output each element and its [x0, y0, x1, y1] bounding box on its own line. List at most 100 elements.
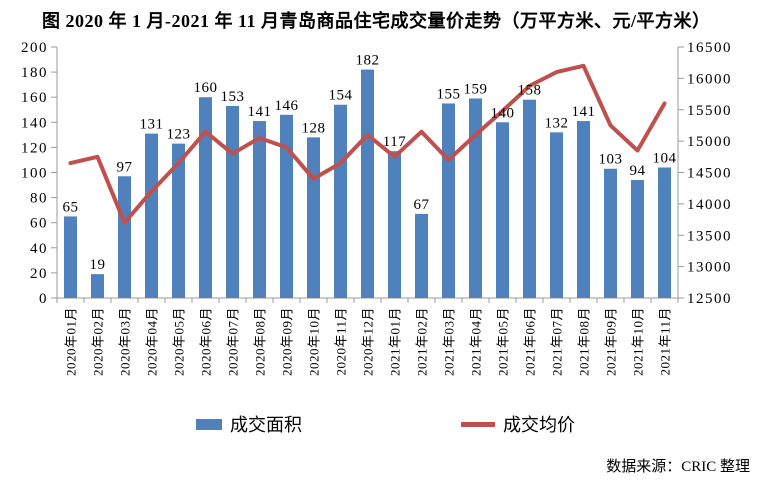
x-axis-category-label: 2020年11月 — [334, 307, 349, 376]
volume-bar — [631, 180, 644, 298]
chart-title: 图 2020 年 1 月-2021 年 11 月青岛商品住宅成交量价走势（万平方… — [42, 11, 711, 31]
left-axis-tick-label: 20 — [30, 266, 48, 282]
x-axis-category-label: 2021年11月 — [658, 307, 673, 376]
bar-value-label: 153 — [221, 89, 245, 105]
x-axis-category-label: 2021年08月 — [577, 307, 592, 376]
volume-bar — [307, 137, 320, 298]
x-axis-category-label: 2020年05月 — [172, 307, 187, 376]
volume-bar — [388, 151, 401, 298]
right-axis-tick-label: 12500 — [687, 291, 732, 307]
bar-value-label: 141 — [572, 104, 596, 120]
bar-value-label: 155 — [437, 86, 461, 102]
right-axis-tick-label: 16000 — [687, 71, 732, 87]
x-axis-category-label: 2020年07月 — [226, 307, 241, 376]
volume-bar — [253, 121, 266, 298]
bar-value-label: 159 — [464, 81, 488, 97]
right-axis-tick-label: 15500 — [687, 103, 732, 119]
volume-bar — [604, 168, 617, 298]
x-axis-category-label: 2021年01月 — [388, 307, 403, 376]
volume-bar — [496, 122, 509, 298]
legend-label-price: 成交均价 — [503, 415, 575, 435]
right-axis-tick-label: 15000 — [687, 134, 732, 150]
volume-bar — [226, 105, 239, 298]
bar-value-label: 103 — [599, 152, 623, 168]
x-axis-category-label: 2021年06月 — [523, 307, 538, 376]
left-axis-tick-label: 140 — [21, 115, 48, 131]
bar-value-label: 160 — [194, 80, 218, 96]
x-axis-category-label: 2020年01月 — [64, 307, 79, 376]
legend-item-volume: 成交面积 — [196, 411, 302, 437]
volume-bar — [145, 133, 158, 298]
right-axis-tick-label: 13000 — [687, 260, 732, 276]
left-axis-tick-label: 40 — [30, 241, 48, 257]
x-axis-category-label: 2020年02月 — [91, 307, 106, 376]
volume-bar — [361, 69, 374, 298]
volume-bar — [118, 176, 131, 298]
x-axis-category-label: 2020年08月 — [253, 307, 268, 376]
left-axis-tick-label: 160 — [21, 90, 48, 106]
price-line — [68, 63, 667, 225]
bar-value-label: 104 — [653, 150, 677, 166]
volume-bar — [334, 104, 347, 298]
right-axis-tick-label: 13500 — [687, 228, 732, 244]
volume-bar — [415, 213, 428, 298]
volume-bar — [658, 167, 671, 298]
volume-bar — [523, 99, 536, 299]
bar-value-label: 182 — [356, 53, 380, 69]
bar-value-label: 65 — [63, 199, 79, 215]
x-axis-category-label: 2021年10月 — [631, 307, 646, 376]
left-axis-tick-label: 200 — [21, 40, 48, 56]
x-axis-category-label: 2021年04月 — [469, 307, 484, 376]
bar-value-label: 123 — [167, 127, 191, 143]
right-axis-tick-label: 14000 — [687, 197, 732, 213]
x-axis-category-label: 2020年03月 — [118, 307, 133, 376]
legend-label-volume: 成交面积 — [230, 415, 302, 435]
x-axis-category-label: 2020年06月 — [199, 307, 214, 376]
bar-value-label: 131 — [140, 117, 164, 133]
left-axis-tick-label: 80 — [30, 191, 48, 207]
volume-bar — [172, 143, 185, 298]
left-axis-tick-label: 60 — [30, 216, 48, 232]
bar-value-label: 132 — [545, 115, 569, 131]
x-axis-category-label: 2020年10月 — [307, 307, 322, 376]
volume-bar — [280, 114, 293, 299]
volume-bar — [577, 121, 590, 298]
legend-item-price: 成交均价 — [461, 411, 575, 437]
x-axis-category-label: 2020年12月 — [361, 307, 376, 376]
bar-legend-swatch — [196, 418, 222, 430]
x-axis-category-label: 2021年02月 — [415, 307, 430, 376]
left-axis-tick-label: 120 — [21, 140, 48, 156]
x-axis-category-label: 2021年03月 — [442, 307, 457, 376]
volume-bar — [469, 98, 482, 298]
volume-bar — [64, 216, 77, 298]
x-axis-category-label: 2021年05月 — [496, 307, 511, 376]
x-axis-category-label: 2021年09月 — [604, 307, 619, 376]
bar-value-label: 94 — [630, 163, 646, 179]
bar-value-label: 158 — [518, 83, 542, 99]
bar-value-label: 146 — [275, 98, 299, 114]
bar-value-label: 97 — [117, 159, 133, 175]
left-axis-tick-label: 0 — [39, 291, 48, 307]
bar-value-label: 19 — [90, 257, 106, 273]
bar-value-label: 140 — [491, 105, 515, 121]
volume-bar — [550, 132, 563, 298]
volume-bar — [199, 97, 212, 298]
right-axis-tick-label: 16500 — [687, 40, 732, 56]
bar-value-label: 117 — [383, 134, 406, 150]
combo-chart: 0 20 40 60 80 100 120 140 160 180 200 12500 13000 135… — [21, 40, 732, 376]
left-axis-tick-label: 180 — [21, 65, 48, 81]
bar-value-label: 141 — [248, 104, 272, 120]
x-axis-category-label: 2020年04月 — [145, 307, 160, 376]
line-legend-swatch — [461, 421, 495, 427]
x-axis-category-label: 2021年07月 — [550, 307, 565, 376]
volume-bar — [91, 274, 104, 298]
volume-bar — [442, 103, 455, 298]
bar-value-label: 67 — [414, 197, 430, 213]
left-axis-tick-label: 100 — [21, 166, 48, 182]
bar-value-label: 154 — [329, 88, 353, 104]
x-axis-category-label: 2020年09月 — [280, 307, 295, 376]
right-axis-tick-label: 14500 — [687, 166, 732, 182]
bar-value-label: 128 — [302, 120, 326, 136]
data-source-note: 数据来源：CRIC 整理 — [606, 459, 750, 475]
